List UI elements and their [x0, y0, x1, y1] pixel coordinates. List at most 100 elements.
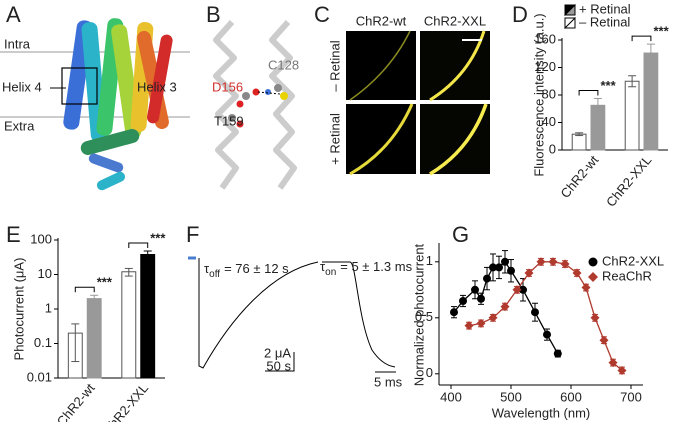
marker — [599, 335, 609, 345]
tau-symbol: τ — [204, 261, 210, 276]
helix-label: Helix 3 — [137, 79, 177, 94]
marker — [553, 349, 562, 358]
membrane-label: Extra — [4, 118, 35, 133]
x-tick-label: ChR2-wt — [557, 152, 601, 201]
helix-detail — [213, 20, 297, 190]
marker — [495, 263, 503, 272]
legend-marker — [588, 272, 598, 282]
legend-marker — [588, 257, 598, 267]
error-bar — [575, 132, 584, 137]
tau-subscript: on — [325, 267, 336, 278]
marker — [489, 263, 497, 272]
y-tick-label: 10 — [38, 266, 52, 281]
significance: *** — [654, 24, 670, 39]
row-label: – Retinal — [327, 40, 342, 91]
legend-swatch-half — [565, 5, 575, 15]
x-tick-label: 600 — [560, 389, 582, 404]
panel-letter: D — [512, 2, 528, 27]
tau-value: = 5 ± 1.3 ms — [340, 259, 412, 274]
error-bar — [143, 250, 152, 260]
protein-structure — [0, 18, 190, 191]
y-tick-label: 120 — [534, 59, 556, 74]
panel-letter: F — [186, 222, 199, 247]
tau-subscript: off — [209, 269, 220, 280]
marker — [536, 257, 546, 267]
marker — [501, 257, 509, 266]
membrane-label: Intra — [4, 36, 31, 51]
y-tick-label: 1 — [45, 300, 52, 315]
current-traces — [188, 256, 396, 373]
marker — [477, 294, 485, 303]
bar — [121, 271, 137, 379]
significance: *** — [97, 275, 113, 290]
tau-value: = 76 ± 12 s — [224, 261, 289, 276]
bar — [86, 298, 102, 379]
scale-label: 5 ms — [374, 374, 403, 389]
marker — [488, 313, 498, 323]
error-bar — [71, 323, 80, 363]
y-axis-label: Photocurrent (μA) — [11, 258, 26, 361]
y-tick-label: 0.1 — [34, 335, 52, 350]
significance: *** — [150, 230, 166, 245]
error-bar — [90, 294, 99, 304]
residue-label: D156 — [212, 79, 243, 94]
panel-letter: C — [314, 2, 330, 27]
significance-bracket — [631, 35, 652, 42]
marker — [471, 285, 479, 294]
marker — [500, 302, 510, 312]
panel-letter: G — [452, 222, 469, 247]
row-label: + Retinal — [327, 113, 342, 165]
micrographs — [346, 30, 490, 176]
y-tick-label: 160 — [534, 31, 556, 46]
y-axis-label: Normalized photocurrent — [411, 243, 426, 386]
legend-label: ChR2-XXL — [602, 253, 664, 268]
x-tick-label: 700 — [620, 389, 642, 404]
x-tick-label: ChR2-XXL — [100, 380, 151, 422]
scale-label: 50 s — [266, 358, 291, 373]
marker — [590, 313, 600, 323]
residue-label: T159 — [214, 113, 244, 128]
significance-bracket — [578, 89, 599, 96]
marker — [524, 268, 534, 278]
marker — [459, 297, 467, 305]
legend-label: ReaChR — [602, 268, 652, 283]
bar — [571, 133, 587, 151]
legend-swatch-half — [563, 16, 576, 29]
helix-label: Helix 4 — [2, 79, 42, 94]
y-axis-label: Fluorescence intensity (a.u.) — [531, 13, 546, 176]
error-bar — [124, 267, 133, 277]
marker — [581, 283, 591, 293]
marker — [519, 285, 527, 294]
panel-letter: B — [206, 2, 221, 27]
marker — [476, 318, 486, 328]
y-tick-label: 1 — [426, 253, 433, 268]
significance-bracket — [74, 286, 95, 293]
x-tick-label: 500 — [500, 389, 522, 404]
y-tick-label: 0.5 — [415, 309, 433, 324]
y-tick-label: 40 — [542, 114, 556, 129]
bar — [643, 52, 659, 151]
panel-letter: A — [6, 2, 21, 27]
column-label: ChR2-XXL — [424, 13, 486, 28]
y-tick-label: 0.01 — [27, 369, 52, 384]
marker — [507, 266, 515, 275]
x-tick-label: ChR2-wt — [54, 380, 98, 422]
bar — [624, 80, 640, 151]
legend-label: + Retinal — [579, 1, 631, 16]
residue-atoms — [228, 84, 288, 128]
scale-label: 2 μA — [264, 345, 291, 360]
panel-letter: E — [6, 222, 21, 247]
y-tick-label: 100 — [30, 231, 52, 246]
marker — [450, 308, 458, 317]
marker — [560, 259, 570, 269]
time-constant: τoff = 76 ± 12 s — [204, 261, 289, 279]
error-bar — [593, 97, 602, 113]
x-tick-label: ChR2-XXL — [603, 152, 654, 209]
marker — [572, 268, 582, 278]
legend-label: – Retinal — [579, 14, 630, 29]
y-tick-label: 0 — [426, 365, 433, 380]
y-tick-label: 80 — [542, 86, 556, 101]
x-axis-label: Wavelength (nm) — [492, 405, 591, 420]
marker — [608, 358, 618, 368]
